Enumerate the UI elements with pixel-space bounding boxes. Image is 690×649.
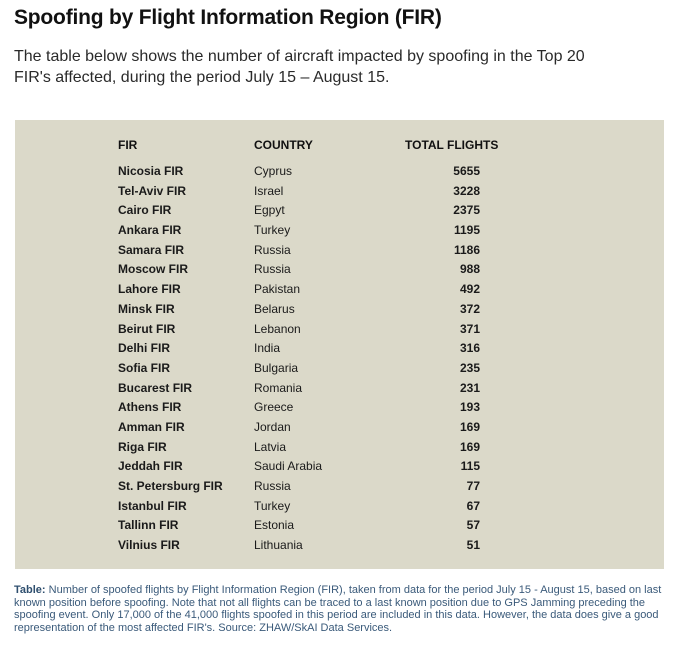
country-cell: Russia	[254, 262, 291, 277]
table-row: Athens FIR Greece 193	[15, 398, 664, 418]
caption-label: Table:	[14, 584, 46, 596]
fir-cell: Amman FIR	[118, 419, 185, 434]
fir-cell: Cairo FIR	[118, 203, 172, 218]
page-title: Spoofing by Flight Information Region (F…	[14, 6, 442, 29]
total-flights-cell: 193	[459, 400, 480, 415]
fir-cell: St. Petersburg FIR	[118, 479, 223, 493]
country-cell: Russia	[254, 242, 291, 257]
fir-cell: Samara FIR	[118, 242, 185, 257]
country-cell: Pakistan	[254, 282, 301, 297]
total-flights-cell: 67	[466, 498, 480, 513]
fir-cell: Jeddah FIR	[118, 459, 183, 474]
total-flights-cell: 492	[459, 282, 480, 297]
fir-cell: Sofia FIR	[118, 360, 171, 375]
country-cell: Estonia	[254, 518, 295, 533]
table-row: Tallinn FIR Estonia 57	[15, 516, 664, 536]
column-header-fir: FIR	[118, 138, 138, 152]
total-flights-cell: 231	[459, 380, 480, 395]
fir-cell: Tallinn FIR	[118, 518, 179, 533]
column-header-country: COUNTRY	[254, 138, 313, 152]
total-flights-cell: 77	[466, 479, 480, 493]
country-cell: Bulgaria	[254, 360, 299, 375]
total-flights-cell: 51	[466, 538, 480, 553]
country-cell: Egpyt	[254, 203, 285, 218]
fir-cell: Lahore FIR	[118, 282, 181, 297]
country-cell: Greece	[254, 400, 294, 415]
fir-cell: Athens FIR	[118, 400, 182, 415]
country-cell: Lithuania	[254, 538, 303, 553]
intro-paragraph: The table below shows the number of airc…	[14, 48, 585, 86]
fir-cell: Bucarest FIR	[118, 380, 193, 395]
total-flights-cell: 5655	[453, 164, 480, 178]
table-row: Delhi FIR India 316	[15, 339, 664, 359]
fir-cell: Nicosia FIR	[118, 164, 184, 178]
fir-cell: Moscow FIR	[118, 262, 189, 277]
total-flights-cell: 372	[459, 301, 480, 316]
total-flights-cell: 3228	[453, 183, 480, 198]
table-row: Beirut FIR Lebanon 371	[15, 320, 664, 340]
country-cell: Belarus	[254, 301, 295, 316]
table-row: St. Petersburg FIR Russia 77	[15, 477, 664, 497]
table-row: Sofia FIR Bulgaria 235	[15, 359, 664, 379]
table-row: Cairo FIR Egpyt 2375	[15, 201, 664, 221]
table-caption: Table: Number of spoofed flights by Flig…	[14, 584, 662, 634]
table-row: Amman FIR Jordan 169	[15, 418, 664, 438]
table-row: Vilnius FIR Lithuania 51	[15, 536, 664, 556]
fir-cell: Vilnius FIR	[118, 538, 180, 553]
fir-cell: Tel-Aviv FIR	[118, 183, 187, 198]
country-cell: Latvia	[254, 439, 287, 454]
country-cell: Turkey	[254, 498, 291, 513]
table-row: Ankara FIR Turkey 1195	[15, 221, 664, 241]
country-cell: Turkey	[254, 223, 291, 238]
table-row: Bucarest FIR Romania 231	[15, 379, 664, 399]
fir-cell: Istanbul FIR	[118, 498, 187, 513]
total-flights-cell: 115	[460, 459, 480, 474]
column-header-total-flights: TOTAL FLIGHTS	[405, 138, 499, 152]
fir-cell: Ankara FIR	[118, 223, 182, 238]
country-cell: India	[254, 341, 281, 356]
country-cell: Romania	[254, 380, 303, 395]
table-body: Nicosia FIR Cyprus 5655 Tel-Aviv FIR Israel 3…	[15, 162, 664, 556]
table-row: Lahore FIR Pakistan 492	[15, 280, 664, 300]
total-flights-cell: 1195	[453, 223, 480, 238]
fir-cell: Riga FIR	[118, 439, 167, 454]
country-cell: Cyprus	[254, 164, 293, 178]
country-cell: Russia	[254, 479, 291, 493]
country-cell: Lebanon	[254, 321, 301, 336]
table-row: Moscow FIR Russia 988	[15, 260, 664, 280]
fir-cell: Delhi FIR	[118, 341, 171, 356]
country-cell: Saudi Arabia	[254, 459, 323, 474]
country-cell: Jordan	[254, 419, 291, 434]
table-row: Riga FIR Latvia 169	[15, 438, 664, 458]
total-flights-cell: 1186	[453, 242, 480, 257]
fir-cell: Beirut FIR	[118, 321, 176, 336]
table-row: Samara FIR Russia 1186	[15, 241, 664, 261]
table-row: Minsk FIR Belarus 372	[15, 300, 664, 320]
total-flights-cell: 988	[459, 262, 480, 277]
fir-cell: Minsk FIR	[118, 301, 175, 316]
table-row: Jeddah FIR Saudi Arabia 115	[15, 457, 664, 477]
total-flights-cell: 316	[459, 341, 480, 356]
total-flights-cell: 2375	[453, 203, 480, 218]
caption-text: Number of spoofed flights by Flight Info…	[14, 584, 662, 634]
total-flights-cell: 169	[459, 419, 480, 434]
fir-table: FIR COUNTRY TOTAL FLIGHTS Nicosia FIR Cyp…	[15, 120, 664, 569]
country-cell: Israel	[254, 183, 284, 198]
table-row: Tel-Aviv FIR Israel 3228	[15, 182, 664, 202]
total-flights-cell: 169	[459, 439, 480, 454]
table-row: Istanbul FIR Turkey 67	[15, 497, 664, 517]
total-flights-cell: 371	[459, 321, 480, 336]
total-flights-cell: 235	[459, 360, 480, 375]
total-flights-cell: 57	[466, 518, 480, 533]
table-row: Nicosia FIR Cyprus 5655	[15, 162, 664, 182]
